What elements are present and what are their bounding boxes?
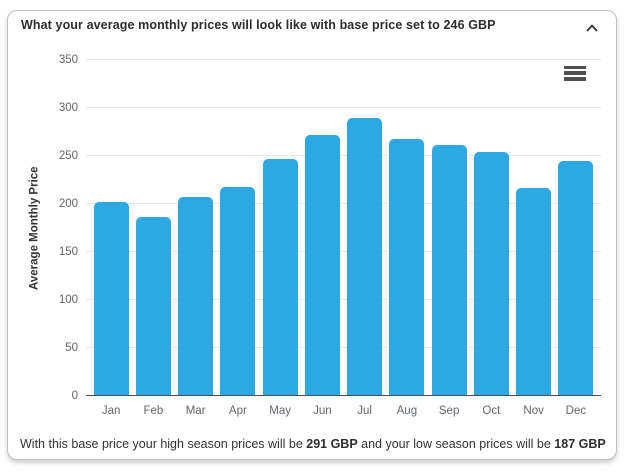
- chart-context-menu-button[interactable]: [562, 62, 588, 84]
- bar-jun[interactable]: [304, 134, 340, 395]
- x-label-feb: Feb: [143, 405, 164, 417]
- bar-slot-may: [259, 60, 301, 395]
- y-tick-50: 50: [65, 342, 78, 354]
- y-gridline-50: [86, 347, 601, 348]
- bar-slot-dec: [555, 60, 597, 395]
- low-season-price: 187 GBP: [554, 437, 606, 451]
- y-tick-300: 300: [58, 102, 78, 114]
- bar-slot-jan: [90, 60, 132, 395]
- x-axis-labels: Jan Feb Mar Apr May Jun Jul Aug Sep Oct Nov Dec: [86, 405, 601, 417]
- summary-text-2: and your low season prices will be: [357, 437, 555, 451]
- y-axis-labels: 0 50 100 150 200 250 300 350: [8, 54, 78, 402]
- bar-slot-aug: [386, 60, 428, 395]
- bar-dec[interactable]: [558, 160, 594, 395]
- summary-text-1: With this base price your high season pr…: [20, 437, 307, 451]
- x-label-jul: Jul: [357, 405, 372, 417]
- y-tick-100: 100: [58, 294, 78, 306]
- bar-nov[interactable]: [516, 188, 552, 395]
- y-gridline-250: [86, 155, 601, 156]
- bar-jul[interactable]: [347, 118, 383, 395]
- chevron-up-icon: [586, 24, 598, 32]
- y-tick-0: 0: [71, 390, 78, 402]
- x-label-mar: Mar: [185, 405, 206, 417]
- x-label-sep: Sep: [438, 405, 460, 417]
- bar-aug[interactable]: [389, 139, 425, 395]
- y-gridline-150: [86, 251, 601, 252]
- y-gridline-300: [86, 107, 601, 108]
- pricing-preview-card: What your average monthly prices will lo…: [7, 10, 617, 460]
- bar-may[interactable]: [262, 158, 298, 395]
- bar-slot-nov: [513, 60, 555, 395]
- x-label-apr: Apr: [228, 405, 247, 417]
- card-title: What your average monthly prices will lo…: [21, 18, 496, 32]
- bar-slot-jul: [344, 60, 386, 395]
- bar-mar[interactable]: [178, 196, 214, 395]
- plot-area: [86, 59, 601, 396]
- y-gridline-100: [86, 299, 601, 300]
- y-tick-150: 150: [58, 246, 78, 258]
- y-tick-350: 350: [58, 54, 78, 66]
- bar-slot-oct: [470, 60, 512, 395]
- x-label-nov: Nov: [523, 405, 544, 417]
- x-label-jun: Jun: [313, 405, 332, 417]
- bar-sep[interactable]: [431, 145, 467, 395]
- hamburger-menu-icon: [564, 65, 586, 81]
- x-label-aug: Aug: [396, 405, 418, 417]
- y-tick-250: 250: [58, 150, 78, 162]
- bar-slot-mar: [175, 60, 217, 395]
- x-label-may: May: [269, 405, 291, 417]
- high-season-price: 291 GBP: [306, 437, 358, 451]
- bar-slot-sep: [428, 60, 470, 395]
- x-label-jan: Jan: [101, 405, 121, 417]
- bar-slot-feb: [132, 60, 174, 395]
- bar-series: [86, 60, 601, 395]
- y-gridline-350: [86, 59, 601, 60]
- y-gridline-200: [86, 203, 601, 204]
- x-label-oct: Oct: [482, 405, 501, 417]
- collapse-panel-button[interactable]: [582, 20, 602, 36]
- bar-feb[interactable]: [135, 216, 171, 395]
- season-price-summary: With this base price your high season pr…: [20, 437, 606, 451]
- bar-slot-apr: [217, 60, 259, 395]
- bar-apr[interactable]: [220, 187, 256, 395]
- bar-slot-jun: [301, 60, 343, 395]
- bar-jan[interactable]: [93, 201, 129, 395]
- bar-oct[interactable]: [473, 151, 509, 395]
- y-tick-200: 200: [58, 198, 78, 210]
- x-label-dec: Dec: [565, 405, 587, 417]
